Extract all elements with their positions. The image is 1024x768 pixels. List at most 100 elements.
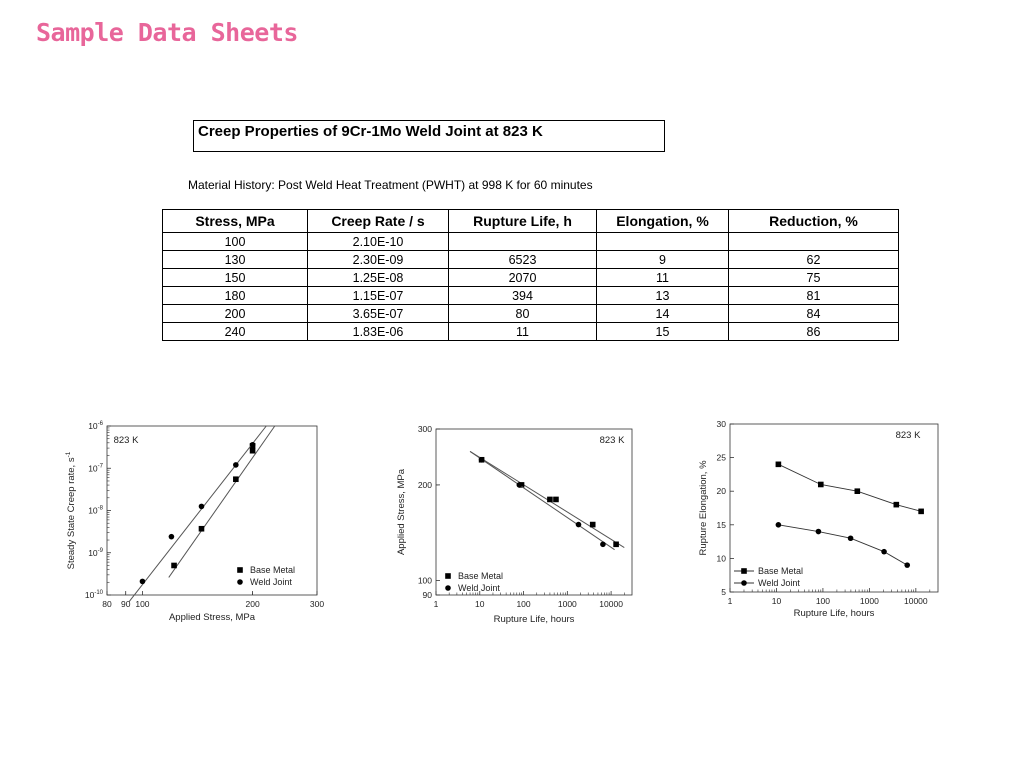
column-header-rupture-life: Rupture Life, h [448, 209, 597, 233]
table-cell: 15 [596, 322, 729, 341]
table-cell: 81 [728, 286, 899, 305]
table-cell: 14 [596, 304, 729, 323]
table-cell [728, 232, 899, 251]
y-tick-label: 25 [717, 453, 727, 463]
y-tick-label-exponent: -7 [98, 463, 104, 469]
table-cell: 240 [162, 322, 308, 341]
y-tick-label-exponent: -6 [98, 421, 104, 427]
x-tick-label: 100 [816, 596, 830, 606]
table-row: 100 2.10E-10 [162, 232, 899, 251]
y-tick-label-base: 10 [88, 463, 98, 473]
y-tick-label: 10-8 [88, 506, 103, 516]
base-metal-legend-marker [237, 567, 243, 573]
table-cell: 2.10E-10 [307, 232, 449, 251]
x-axis-label: Applied Stress, MPa [169, 612, 256, 623]
table-cell: 1.15E-07 [307, 286, 449, 305]
x-tick-label: 1000 [558, 599, 577, 609]
y-tick-label: 10-9 [88, 548, 103, 558]
weld-joint-data-point [847, 535, 854, 542]
table-cell: 75 [728, 268, 899, 287]
base-metal-data-point [893, 501, 900, 508]
table-row: 150 1.25E-08 2070 11 75 [162, 268, 899, 287]
weld-joint-data-point [815, 528, 822, 535]
column-header-reduction: Reduction, % [728, 209, 899, 233]
base-metal-data-point [171, 562, 177, 569]
table-cell: 200 [162, 304, 308, 323]
weld-joint-legend-marker [237, 579, 243, 585]
x-axis-label: Rupture Life, hours [494, 614, 575, 625]
table-cell: 2070 [448, 268, 597, 287]
column-header-creep-rate: Creep Rate / s [307, 209, 449, 233]
base-metal-legend-label: Base Metal [250, 565, 295, 575]
weld-joint-legend-marker [741, 580, 747, 586]
x-tick-label: 10000 [904, 596, 928, 606]
y-tick-label-base: 10 [88, 421, 98, 431]
base-metal-data-point [233, 476, 239, 483]
x-tick-label: 100 [135, 599, 149, 609]
table-cell: 11 [448, 322, 597, 341]
y-tick-label-base: 10 [88, 548, 98, 558]
y-tick-label: 5 [721, 587, 726, 597]
table-cell: 9 [596, 250, 729, 269]
weld-joint-data-point [600, 541, 606, 548]
table-row: 240 1.83E-06 11 15 86 [162, 322, 899, 341]
base-metal-data-point [918, 508, 924, 515]
y-axis-label: Rupture Elongation, % [698, 460, 709, 556]
table-cell: 6523 [448, 250, 597, 269]
base-metal-data-point [817, 481, 824, 488]
table-cell: 84 [728, 304, 899, 323]
y-axis-label: Applied Stress, MPa [396, 468, 407, 555]
y-tick-label: 200 [418, 480, 432, 490]
x-tick-label: 1000 [860, 596, 879, 606]
creep-properties-table: Stress, MPa Creep Rate / s Rupture Life,… [162, 209, 899, 341]
y-tick-label-exponent: -8 [98, 506, 104, 512]
column-header-stress: Stress, MPa [162, 209, 308, 233]
x-tick-label: 300 [310, 599, 324, 609]
y-tick-label: 20 [717, 486, 727, 496]
weld-joint-data-point [198, 503, 205, 510]
y-axis-label-text: Applied Stress, MPa [396, 468, 407, 555]
x-tick-label: 10 [475, 599, 485, 609]
table-cell: 13 [596, 286, 729, 305]
table-row: 130 2.30E-09 6523 9 62 [162, 250, 899, 269]
y-tick-label: 300 [418, 424, 432, 434]
base-metal-data-point [775, 461, 782, 468]
y-axis-label-text: Rupture Elongation, % [698, 460, 709, 556]
table-cell: 3.65E-07 [307, 304, 449, 323]
base-metal-data-point [613, 541, 619, 548]
table-cell: 11 [596, 268, 729, 287]
table-row: 200 3.65E-07 80 14 84 [162, 304, 899, 323]
base-metal-series-line [778, 463, 922, 512]
base-metal-legend-label: Base Metal [758, 566, 803, 576]
weld-joint-data-point [478, 456, 485, 463]
x-tick-label: 90 [121, 599, 131, 609]
stress-vs-rupture-life-chart: 1 10 100 1000 10000 90 100 200 300 Rupture Life, … [396, 424, 633, 625]
table-cell: 1.83E-06 [307, 322, 449, 341]
x-axis-label: Rupture Life, hours [794, 608, 875, 619]
table-cell: 394 [448, 286, 597, 305]
table-cell: 80 [448, 304, 597, 323]
table-cell: 180 [162, 286, 308, 305]
y-axis-label-text: Steady State Creep rate, s [66, 457, 77, 569]
y-tick-label: 10 [717, 553, 727, 563]
y-tick-label: 10-7 [88, 463, 103, 473]
column-header-elongation: Elongation, % [596, 209, 729, 233]
weld-joint-data-point [168, 533, 175, 540]
sheet-title: Creep Properties of 9Cr-1Mo Weld Joint a… [198, 123, 543, 140]
base-metal-data-point [249, 447, 256, 454]
x-tick-label: 1 [434, 599, 439, 609]
x-tick-label: 1 [728, 596, 733, 606]
y-tick-label: 90 [423, 590, 433, 600]
y-tick-label-exponent: -10 [94, 590, 103, 596]
table-cell: 86 [728, 322, 899, 341]
base-metal-data-point [589, 521, 596, 528]
temperature-annotation: 823 K [114, 435, 139, 446]
weld-joint-data-point [575, 521, 582, 528]
x-tick-label: 100 [516, 599, 530, 609]
weld-joint-data-point [775, 522, 782, 528]
table-cell: 62 [728, 250, 899, 269]
y-tick-label-base: 10 [85, 590, 95, 600]
table-row: 180 1.15E-07 394 13 81 [162, 286, 899, 305]
weld-joint-data-point [516, 482, 523, 488]
weld-joint-data-point [881, 548, 887, 555]
